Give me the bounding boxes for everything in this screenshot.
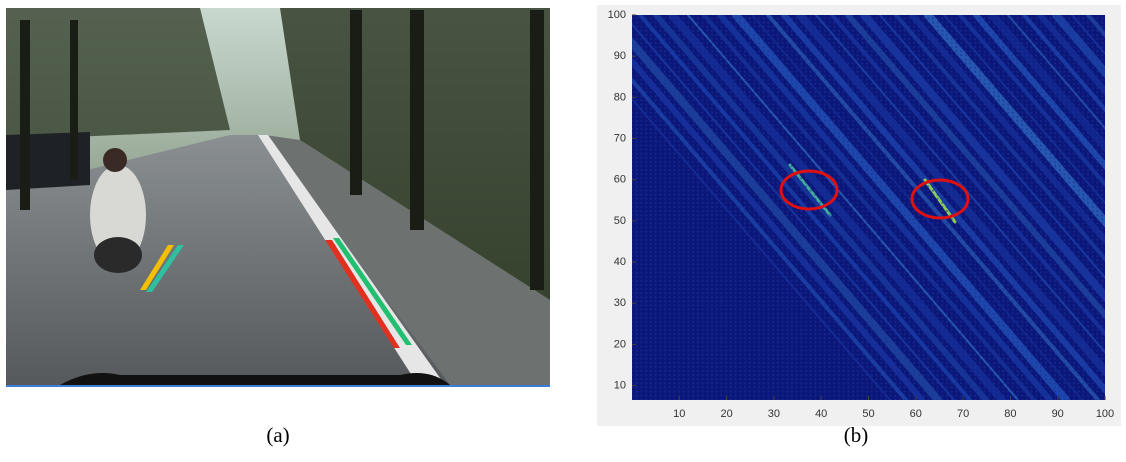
x-tick-label: 100 <box>1096 408 1114 420</box>
caption: (b) <box>844 423 869 447</box>
y-tick-label: 30 <box>614 297 626 309</box>
y-tick-label: 90 <box>614 50 626 62</box>
x-tick-label: 90 <box>1052 408 1064 420</box>
y-tick-label: 40 <box>614 256 626 268</box>
caption: (a) <box>266 423 289 447</box>
y-tick-label: 80 <box>614 91 626 103</box>
y-tick-label: 60 <box>614 174 626 186</box>
x-tick-label: 70 <box>957 408 969 420</box>
y-tick-label: 50 <box>614 215 626 227</box>
x-tick-label: 30 <box>768 408 780 420</box>
road-photo <box>6 8 550 387</box>
x-tick-label: 50 <box>862 408 874 420</box>
x-tick-label: 40 <box>815 408 827 420</box>
figure: (a) (b) 10 20 30 40 50 60 70 80 90 100 10 20 30 40 50 6… <box>0 0 1126 462</box>
heatmap <box>560 15 1126 400</box>
x-tick-label: 60 <box>910 408 922 420</box>
y-tick-label: 100 <box>608 9 626 21</box>
y-tick-label: 20 <box>614 338 626 350</box>
y-tick-label: 10 <box>614 379 626 391</box>
x-tick-label: 80 <box>1004 408 1016 420</box>
x-tick-label: 20 <box>720 408 732 420</box>
y-tick-label: 70 <box>614 132 626 144</box>
x-tick-label: 10 <box>673 408 685 420</box>
